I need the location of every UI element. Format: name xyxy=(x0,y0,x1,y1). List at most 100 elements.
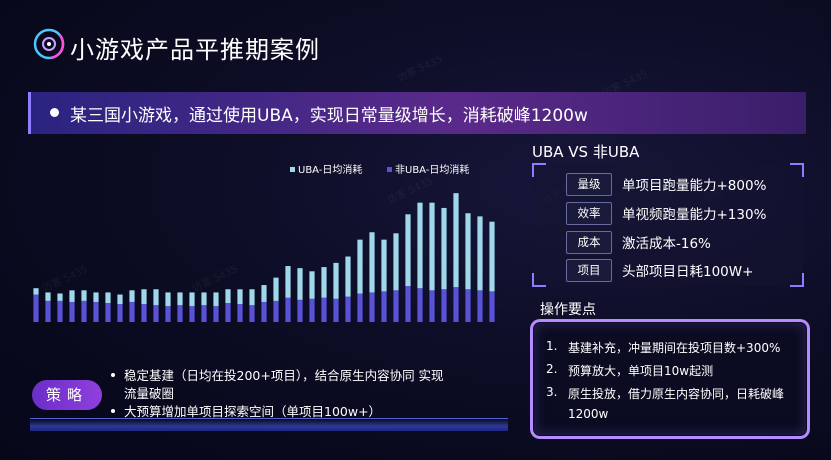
bar-uba xyxy=(321,267,327,298)
logo-icon xyxy=(33,28,65,60)
banner-bullet xyxy=(50,108,59,117)
comparison-tag: 量级 xyxy=(566,173,612,196)
bar-non-uba xyxy=(429,290,435,322)
bar-uba xyxy=(249,289,255,306)
bar-uba xyxy=(213,292,219,307)
bar-non-uba xyxy=(189,306,195,322)
strategy-text: 大预算增加单项目探索空间（单项目100w+） xyxy=(124,404,382,419)
legend-label-non-uba: 非UBA-日均消耗 xyxy=(395,163,469,176)
operations-box: 1. 基建补充，冲量期间在投项目数+300% 2. 预算放大，单项目10w起测 … xyxy=(532,321,808,437)
bar-non-uba xyxy=(117,304,123,322)
bar-uba xyxy=(261,285,267,302)
bar-uba xyxy=(33,288,39,295)
comparison-value: 激活成本-16% xyxy=(622,236,711,252)
banner-text: 某三国小游戏，通过使用UBA，实现日常量级增长，消耗破峰1200w xyxy=(70,106,588,126)
bar-non-uba xyxy=(309,298,315,322)
bar-uba xyxy=(237,289,243,305)
comparison-tag: 效率 xyxy=(566,202,612,225)
bar-uba xyxy=(201,292,207,306)
comparison-row: 量级 单项目跑量能力+800% xyxy=(532,171,804,197)
bar-uba xyxy=(177,292,183,306)
bar-uba xyxy=(405,214,411,287)
comparison-row: 项目 头部项目日耗100W+ xyxy=(532,257,804,283)
bar-non-uba xyxy=(297,299,303,322)
bar-uba xyxy=(165,292,171,307)
bar-non-uba xyxy=(165,306,171,322)
bar-non-uba xyxy=(405,286,411,322)
bar-non-uba xyxy=(273,300,279,322)
operations-title: 操作要点 xyxy=(540,302,596,318)
bar-uba xyxy=(333,262,339,299)
comparison-value: 单视频跑量能力+130% xyxy=(622,207,767,223)
strategy-bullet xyxy=(111,409,115,413)
bar-non-uba xyxy=(69,301,75,322)
strategy-bullet xyxy=(111,373,115,377)
bar-uba xyxy=(477,216,483,291)
bar-non-uba xyxy=(249,305,255,322)
bar-non-uba xyxy=(33,294,39,322)
bar-non-uba xyxy=(393,290,399,322)
bar-non-uba xyxy=(261,301,267,322)
bar-uba xyxy=(393,233,399,291)
bar-uba xyxy=(93,292,99,302)
bar-uba xyxy=(285,266,291,298)
bar-uba xyxy=(141,289,147,305)
bar-uba xyxy=(441,207,447,290)
comparison-row: 成本 激活成本-16% xyxy=(532,229,804,255)
bar-uba xyxy=(57,293,63,301)
bar-uba xyxy=(117,294,123,305)
summary-banner xyxy=(28,92,806,134)
bar-non-uba xyxy=(477,290,483,322)
bar-uba xyxy=(417,202,423,289)
legend-label-uba: UBA-日均消耗 xyxy=(298,163,362,176)
bar-uba xyxy=(357,239,363,294)
comparison-tag: 成本 xyxy=(566,231,612,254)
bar-non-uba xyxy=(81,300,87,322)
bar-non-uba xyxy=(489,291,495,322)
bar-uba xyxy=(273,277,279,301)
operations-text: 预算放大，单项目10w起测 xyxy=(568,364,714,378)
bar-uba xyxy=(345,256,351,297)
chart-bars xyxy=(33,193,495,322)
comparison-title: UBA VS 非UBA xyxy=(532,143,640,161)
comparison-box: 量级 单项目跑量能力+800% 效率 单视频跑量能力+130% 成本 激活成本-… xyxy=(532,163,804,287)
legend-swatch-uba xyxy=(290,167,295,172)
bar-uba xyxy=(309,271,315,299)
stage-floor xyxy=(30,418,508,431)
operations-text: 原生投放，借力原生内容协同，日耗破峰 xyxy=(568,387,785,401)
bar-non-uba xyxy=(141,304,147,322)
comparison-value: 单项目跑量能力+800% xyxy=(622,178,767,194)
strategy-text: 稳定基建（日均在投200+项目），结合原生内容协同 实现 xyxy=(124,368,444,383)
bar-non-uba xyxy=(57,300,63,322)
bar-uba xyxy=(81,290,87,301)
bar-non-uba xyxy=(369,292,375,322)
bar-uba xyxy=(153,289,159,306)
bar-non-uba xyxy=(345,296,351,322)
page-title: 小游戏产品平推期案例 xyxy=(70,36,320,64)
bar-uba xyxy=(225,289,231,303)
bar-non-uba xyxy=(321,297,327,322)
comparison-value: 头部项目日耗100W+ xyxy=(622,264,754,280)
comparison-row: 效率 单视频跑量能力+130% xyxy=(532,200,804,226)
strategy-text-cont: 流量破圈 xyxy=(124,386,175,401)
bar-non-uba xyxy=(45,300,51,322)
strategy-tag: 策略 xyxy=(32,380,102,410)
bar-non-uba xyxy=(333,298,339,322)
bar-uba xyxy=(189,292,195,307)
comparison-tag: 项目 xyxy=(566,259,612,282)
bar-uba xyxy=(105,292,111,303)
operations-num: 3. xyxy=(546,385,558,399)
bar-non-uba xyxy=(357,293,363,322)
bar-non-uba xyxy=(417,288,423,322)
bar-non-uba xyxy=(441,289,447,322)
bar-uba xyxy=(489,221,495,292)
operations-text-cont: 1200w xyxy=(568,407,609,421)
stacked-bar-chart: UBA-日均消耗 非UBA-日均消耗 xyxy=(33,163,495,322)
bar-uba xyxy=(129,290,135,302)
bar-non-uba xyxy=(177,305,183,322)
bar-uba xyxy=(453,193,459,288)
operations-num: 2. xyxy=(546,362,558,376)
bar-non-uba xyxy=(225,302,231,322)
operations-num: 1. xyxy=(546,339,558,353)
bar-uba xyxy=(429,202,435,291)
